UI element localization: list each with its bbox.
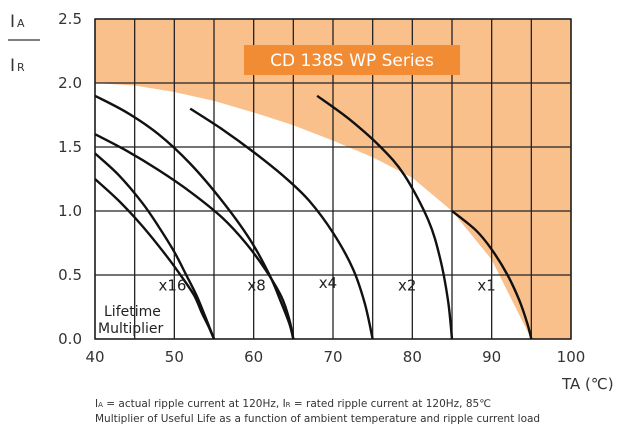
x-axis-label: TA (℃): [561, 375, 614, 393]
curve-label-x2: x2: [398, 276, 416, 294]
y-tick-label: 0.5: [58, 266, 82, 284]
x-tick-label: 100: [557, 348, 586, 366]
x-tick-label: 70: [323, 348, 342, 366]
y-tick-label: 2.5: [58, 10, 82, 28]
chart-title: CD 138S WP Series: [270, 51, 434, 71]
multiplier-label-2: Multiplier: [98, 321, 164, 337]
curve-label-x4: x4: [319, 274, 337, 292]
multiplier-label-1: Lifetime: [104, 304, 161, 320]
lifetime-curve-extra-6: [95, 152, 216, 339]
curve-label-x1: x1: [477, 276, 495, 294]
lifetime-curve-x2: [316, 94, 454, 339]
curve-label-x16: x16: [158, 276, 186, 294]
footnote-line-1: IA = actual ripple current at 120Hz, IR …: [95, 398, 491, 410]
lifetime-curve-extra-5: [95, 94, 295, 339]
y-tick-label: 1.5: [58, 138, 82, 156]
lifetime-curve-x4: [189, 107, 374, 339]
series-banner: [244, 45, 460, 75]
x-tick-label: 90: [482, 348, 501, 366]
y-tick-labels: 0.0 0.5 1.0 1.5 2.0 2.5: [58, 10, 82, 348]
curves: [95, 94, 533, 339]
y-tick-label: 2.0: [58, 74, 82, 92]
x-tick-label: 80: [403, 348, 422, 366]
y-tick-label: 0.0: [58, 330, 82, 348]
footnote-line-2: Multiplier of Useful Life as a function …: [95, 413, 540, 425]
x-tick-label: 40: [85, 348, 104, 366]
x-tick-label: 50: [165, 348, 184, 366]
lifetime-curve-x8: [95, 133, 295, 339]
x-tick-labels: 40 50 60 70 80 90 100: [85, 348, 585, 366]
curve-labels: x1 x2 x4 x8 x16: [158, 274, 495, 295]
curve-label-x8: x8: [247, 276, 265, 294]
x-tick-label: 60: [244, 348, 263, 366]
lifetime-curve-x1: [451, 210, 533, 339]
y-tick-label: 1.0: [58, 202, 82, 220]
